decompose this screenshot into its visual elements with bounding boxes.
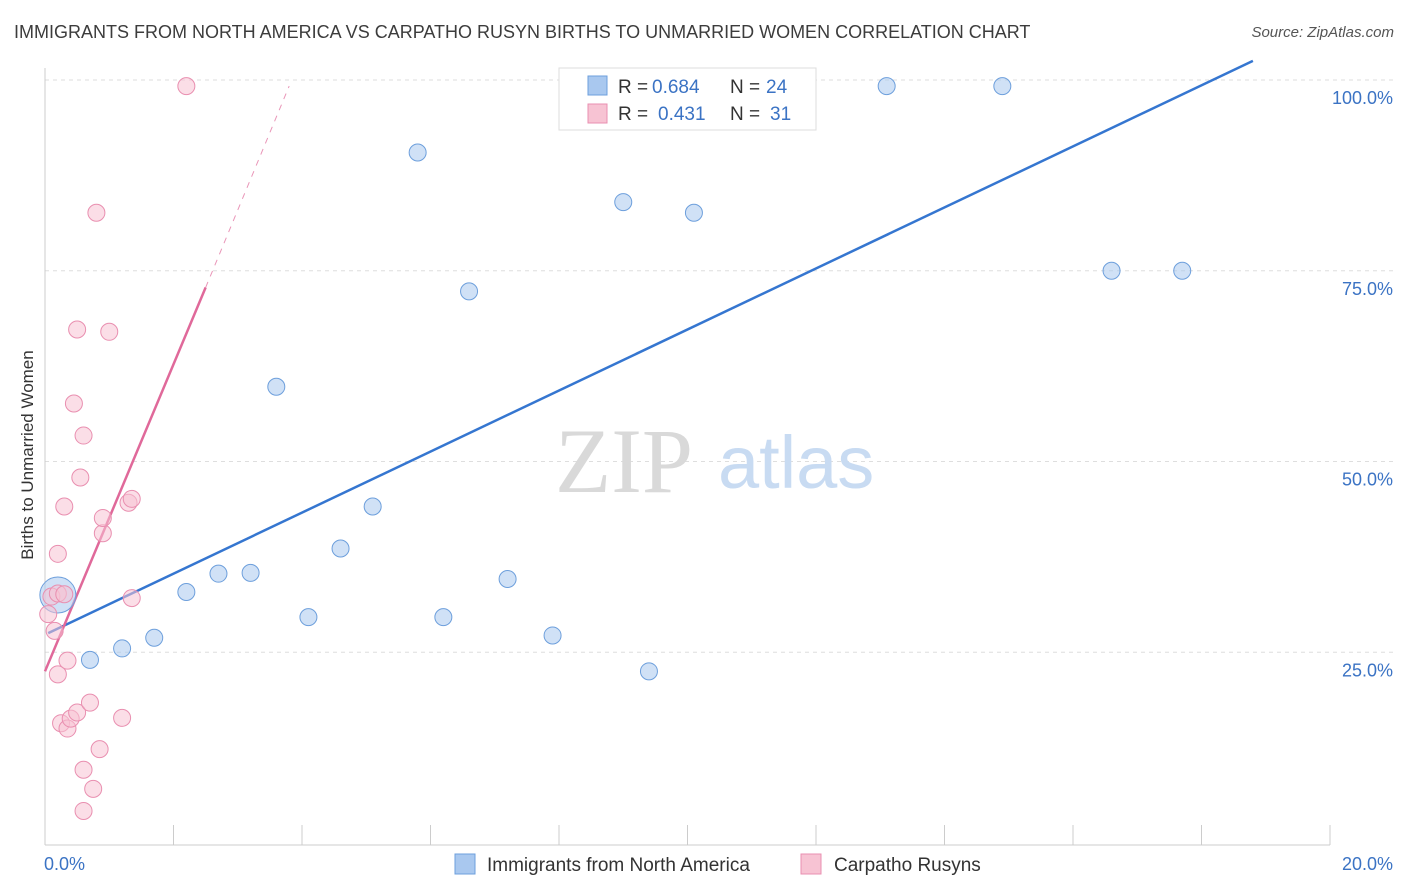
- legend-n-value-1: 24: [766, 77, 788, 98]
- point-series0-12: [434, 608, 453, 627]
- point-series0-8: [299, 608, 318, 627]
- point-series1-28: [122, 489, 141, 508]
- point-series0-18: [684, 203, 703, 222]
- point-series1-29: [122, 589, 141, 608]
- point-series1-30: [177, 77, 196, 96]
- point-series1-26: [113, 708, 132, 727]
- y-tick-label-100: 100.0%: [1332, 88, 1393, 108]
- y-tick-label-75: 75.0%: [1342, 279, 1393, 299]
- x-ticks: [44, 825, 1331, 845]
- bottom-legend-swatch-north-america: [454, 853, 476, 875]
- trend-line-0: [47, 59, 1254, 635]
- legend-r-label-2: R =: [618, 104, 648, 125]
- trend-lines: [43, 59, 1254, 672]
- point-series1-4: [48, 544, 67, 563]
- point-series1-15: [71, 468, 90, 487]
- point-series1-8: [55, 497, 74, 516]
- point-series0-16: [614, 193, 633, 212]
- legend-r-value-1: 0.684: [652, 77, 700, 98]
- y-axis-title: Births to Unmarried Women: [18, 350, 37, 559]
- point-series1-7: [55, 585, 74, 604]
- legend: R = 0.684 N = 24 R = 0.431 N = 31: [558, 67, 817, 131]
- point-series0-17: [639, 662, 658, 681]
- y-tick-labels: 25.0% 50.0% 75.0% 100.0%: [1332, 88, 1393, 680]
- point-series1-25: [100, 322, 119, 341]
- point-series1-5: [48, 665, 67, 684]
- chart-title: IMMIGRANTS FROM NORTH AMERICA VS CARPATH…: [14, 22, 1031, 42]
- point-series1-13: [68, 703, 87, 722]
- legend-n-label-1: N =: [730, 77, 760, 98]
- point-series0-1: [80, 650, 99, 669]
- legend-n-value-2: 31: [770, 104, 791, 125]
- point-series0-5: [209, 564, 228, 583]
- legend-n-label-2: N =: [730, 104, 760, 125]
- chart-source: Source: ZipAtlas.com: [1251, 24, 1394, 41]
- bottom-legend-swatch-carpatho-rusyns: [800, 853, 822, 875]
- point-series1-18: [74, 426, 93, 445]
- grid-lines: [45, 79, 1393, 653]
- trend-line-1: [43, 287, 207, 672]
- point-series1-20: [84, 779, 103, 798]
- point-series0-6: [241, 563, 260, 582]
- point-series1-12: [64, 394, 83, 413]
- point-series0-22: [1173, 261, 1192, 280]
- bottom-legend: Immigrants from North America Carpatho R…: [454, 853, 981, 876]
- point-series1-23: [93, 524, 112, 543]
- point-series0-9: [331, 539, 350, 558]
- x-tick-label-max: 20.0%: [1342, 854, 1393, 874]
- point-series0-3: [145, 628, 164, 647]
- y-tick-label-50: 50.0%: [1342, 470, 1393, 490]
- point-series1-22: [90, 740, 109, 759]
- legend-swatch-north-america: [587, 75, 608, 96]
- point-series1-19: [80, 693, 99, 712]
- watermark-zip: ZIP: [555, 410, 693, 512]
- point-series0-11: [408, 143, 427, 162]
- point-series1-0: [39, 605, 58, 624]
- point-series0-20: [993, 77, 1012, 96]
- point-series0-15: [543, 626, 562, 645]
- point-series1-14: [68, 320, 87, 339]
- x-tick-label-min: 0.0%: [44, 854, 85, 874]
- point-series1-9: [58, 651, 77, 670]
- watermark-atlas: atlas: [718, 421, 874, 504]
- bottom-legend-label-north-america: Immigrants from North America: [487, 855, 750, 876]
- point-series0-10: [363, 497, 382, 516]
- point-series0-14: [498, 570, 517, 589]
- data-points: [39, 77, 1192, 820]
- point-series0-13: [460, 282, 479, 301]
- bottom-legend-label-carpatho-rusyns: Carpatho Rusyns: [834, 855, 981, 876]
- point-series0-7: [267, 377, 286, 396]
- legend-r-label-1: R =: [618, 77, 648, 98]
- point-series1-16: [74, 801, 93, 820]
- point-series1-17: [74, 760, 93, 779]
- point-series0-21: [1102, 261, 1121, 280]
- watermark: ZIP atlas: [555, 410, 874, 512]
- point-series0-2: [113, 639, 132, 658]
- trend-line-extension-1: [205, 85, 290, 288]
- point-series1-24: [93, 508, 112, 527]
- point-series1-2: [45, 621, 64, 640]
- point-series1-21: [87, 203, 106, 222]
- point-series0-19: [877, 77, 896, 96]
- y-tick-label-25: 25.0%: [1342, 660, 1393, 680]
- legend-swatch-carpatho-rusyns: [587, 103, 608, 124]
- legend-r-value-2: 0.431: [658, 104, 706, 125]
- point-series0-4: [177, 582, 196, 601]
